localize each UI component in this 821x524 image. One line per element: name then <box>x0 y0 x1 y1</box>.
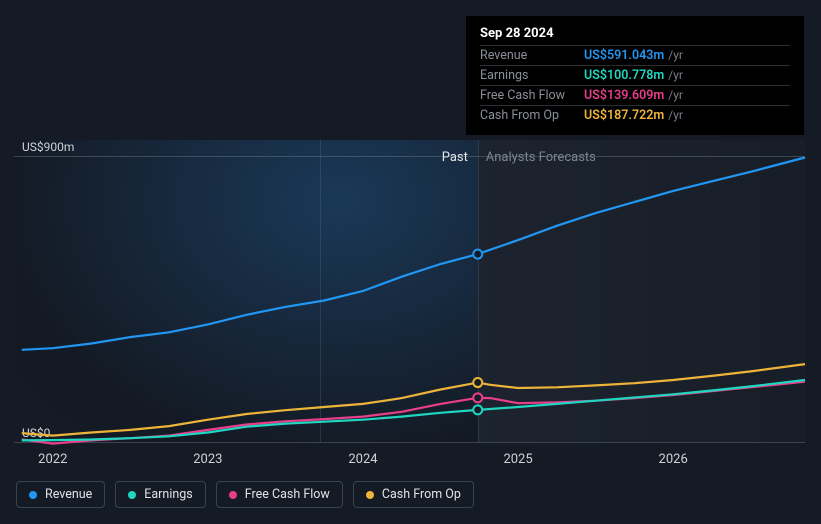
x-axis-tick-label: 2022 <box>38 452 67 467</box>
legend-item-label: Cash From Op <box>382 487 461 502</box>
legend-item-revenue[interactable]: Revenue <box>16 481 105 508</box>
tooltip-row: Cash From OpUS$187.722m/yr <box>480 105 790 125</box>
x-axis-tick-label: 2023 <box>193 452 222 467</box>
tooltip-row: RevenueUS$591.043m/yr <box>480 45 790 65</box>
series-line-revenue <box>22 158 805 350</box>
legend-dot-icon <box>29 491 37 499</box>
series-line-free_cash_flow <box>22 382 805 444</box>
tooltip-row-value: US$100.778m <box>584 68 664 83</box>
tooltip-row-suffix: /yr <box>668 48 683 63</box>
tooltip-row-value: US$591.043m <box>584 48 664 63</box>
tooltip-title: Sep 28 2024 <box>480 26 790 41</box>
legend-item-label: Revenue <box>45 487 92 502</box>
tooltip-row-label: Revenue <box>480 48 584 63</box>
legend-item-label: Earnings <box>144 487 192 502</box>
series-marker-earnings <box>473 405 482 414</box>
legend-item-label: Free Cash Flow <box>245 487 330 502</box>
legend-item-cash_from_op[interactable]: Cash From Op <box>353 481 474 508</box>
series-marker-cash_from_op <box>473 378 482 387</box>
tooltip-row-suffix: /yr <box>668 108 683 123</box>
tooltip-row: Free Cash FlowUS$139.609m/yr <box>480 85 790 105</box>
financials-forecast-chart: US$0US$900m Past Analysts Forecasts 2022… <box>0 0 821 524</box>
tooltip-row-suffix: /yr <box>668 68 683 83</box>
legend-dot-icon <box>128 491 136 499</box>
legend-dot-icon <box>366 491 374 499</box>
x-axis-tick-label: 2024 <box>348 452 377 467</box>
tooltip-row-label: Earnings <box>480 68 584 83</box>
legend: Revenue Earnings Free Cash Flow Cash From O… <box>16 481 474 508</box>
tooltip-row: EarningsUS$100.778m/yr <box>480 65 790 85</box>
series-marker-revenue <box>473 250 482 259</box>
tooltip-row-label: Cash From Op <box>480 108 584 123</box>
legend-item-free_cash_flow[interactable]: Free Cash Flow <box>216 481 343 508</box>
legend-dot-icon <box>229 491 237 499</box>
hover-tooltip: Sep 28 2024 RevenueUS$591.043m/yrEarning… <box>466 16 804 135</box>
x-axis-tick-label: 2025 <box>503 452 532 467</box>
y-gridline <box>14 442 805 443</box>
x-axis-tick-label: 2026 <box>659 452 688 467</box>
series-marker-free_cash_flow <box>473 393 482 402</box>
tooltip-row-value: US$139.609m <box>584 88 664 103</box>
tooltip-row-label: Free Cash Flow <box>480 88 584 103</box>
tooltip-row-value: US$187.722m <box>584 108 664 123</box>
legend-item-earnings[interactable]: Earnings <box>115 481 205 508</box>
chart-lines <box>14 140 805 442</box>
series-line-cash_from_op <box>22 364 805 436</box>
tooltip-row-suffix: /yr <box>668 88 683 103</box>
